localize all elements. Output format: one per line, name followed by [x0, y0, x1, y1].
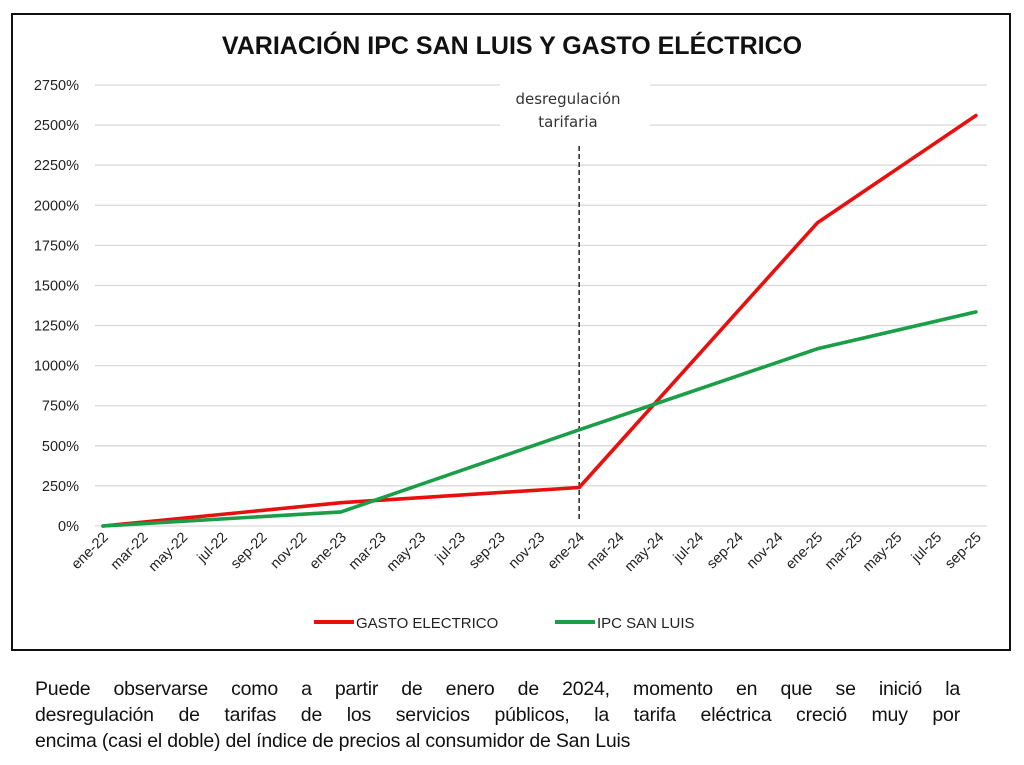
x-tick-label: sep-24 — [704, 530, 747, 573]
x-tick-label: nov-22 — [268, 530, 311, 573]
y-tick-label: 2500% — [34, 118, 79, 134]
x-tick-label: jul-23 — [432, 530, 469, 567]
y-tick-label: 500% — [42, 439, 79, 455]
y-axis: 0% 250% 500% 750% 1000% 1250% 1500% 1750% 2000% 2… — [34, 78, 79, 535]
line-chart: VARIACIÓN IPC SAN LUIS Y GASTO ELÉCTRICO… — [34, 30, 987, 632]
y-tick-label: 1500% — [34, 278, 79, 294]
x-tick-label: ene-25 — [783, 530, 826, 573]
x-tick-label: mar-25 — [822, 530, 866, 574]
y-tick-label: 750% — [42, 399, 79, 415]
x-tick-label: ene-24 — [545, 530, 588, 573]
series-line-ipc-san-luis — [101, 310, 978, 528]
y-tick-label: 2250% — [34, 158, 79, 174]
series — [101, 113, 978, 528]
y-tick-label: 1250% — [34, 319, 79, 335]
caption-line-1: Puede observarse como a partir de enero … — [35, 678, 960, 700]
annotation-background — [500, 84, 650, 140]
gridlines — [95, 84, 987, 527]
x-tick-label: nov-24 — [744, 530, 787, 573]
x-tick-label: sep-22 — [228, 530, 271, 573]
x-tick-label: sep-25 — [942, 530, 985, 573]
series-line-gasto-electrico — [101, 113, 978, 528]
x-tick-label: nov-23 — [506, 530, 549, 573]
y-tick-label: 1750% — [34, 238, 79, 254]
x-tick-label: jul-22 — [194, 530, 231, 567]
x-tick-label: mar-24 — [584, 530, 628, 574]
x-tick-label: may-25 — [860, 530, 906, 576]
x-tick-label: mar-23 — [346, 530, 390, 574]
x-tick-label: jul-25 — [908, 530, 945, 567]
y-tick-label: 2000% — [34, 198, 79, 214]
annotation-line-2: tarifaria — [538, 113, 597, 131]
legend-label-ipc-san-luis: IPC SAN LUIS — [597, 615, 695, 632]
x-tick-label: ene-22 — [69, 530, 112, 573]
y-tick-label: 2750% — [34, 78, 79, 94]
x-tick-label: may-24 — [622, 530, 668, 576]
x-tick-label: ene-23 — [307, 530, 350, 573]
caption-line-3: encima (casi el doble) del índice de pre… — [35, 730, 631, 752]
y-tick-label: 1000% — [34, 359, 79, 375]
x-tick-label: jul-24 — [670, 530, 707, 567]
legend: GASTO ELECTRICO IPC SAN LUIS — [314, 615, 695, 632]
x-tick-label: sep-23 — [466, 530, 509, 573]
chart-title: VARIACIÓN IPC SAN LUIS Y GASTO ELÉCTRICO — [222, 30, 802, 60]
legend-label-gasto-electrico: GASTO ELECTRICO — [356, 615, 498, 632]
y-tick-label: 0% — [58, 519, 79, 535]
x-tick-label: may-22 — [146, 530, 192, 576]
annotation: desregulación tarifaria — [500, 84, 650, 521]
caption-line-2: desregulación de tarifas de los servicio… — [35, 704, 960, 726]
x-tick-label: may-23 — [384, 530, 430, 576]
x-tick-label: mar-22 — [108, 530, 152, 574]
caption-paragraph: Puede observarse como a partir de enero … — [35, 676, 960, 754]
annotation-line-1: desregulación — [515, 90, 620, 108]
y-tick-label: 250% — [42, 479, 79, 495]
